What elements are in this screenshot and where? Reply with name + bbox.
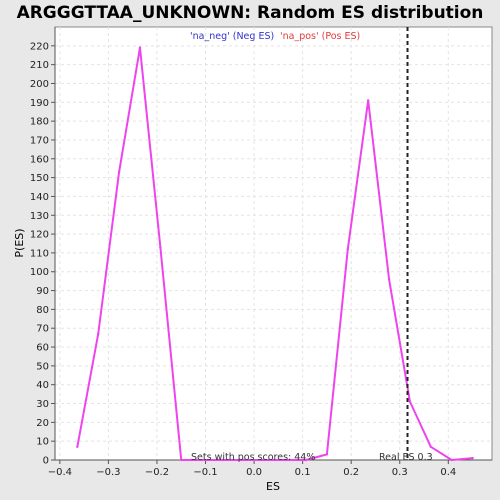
legend-pos-label: 'na_pos' (Pos ES) — [280, 31, 360, 42]
data-point — [304, 458, 308, 462]
y-tick-label: 150 — [30, 173, 49, 184]
y-tick-label: 50 — [36, 361, 49, 372]
data-point — [76, 445, 79, 449]
data-point — [325, 453, 329, 456]
y-tick-label: 90 — [36, 286, 49, 297]
y-tick-label: 110 — [30, 248, 49, 259]
series-line-1 — [76, 46, 473, 461]
y-tick-label: 0 — [43, 456, 49, 467]
data-point — [450, 458, 453, 462]
data-point — [242, 458, 246, 462]
data-point — [283, 458, 287, 462]
data-point — [471, 456, 474, 460]
y-tick-label: 100 — [30, 267, 49, 278]
data-point — [366, 99, 370, 102]
data-point — [408, 400, 412, 403]
y-tick-label: 130 — [30, 211, 49, 222]
y-tick-label: 140 — [30, 192, 49, 203]
x-tick-label: 0.0 — [246, 467, 262, 478]
y-tick-label: 80 — [36, 305, 49, 316]
data-point — [138, 46, 142, 49]
x-tick-label: 0.4 — [440, 467, 456, 478]
y-tick-label: 180 — [30, 117, 49, 128]
data-point — [221, 458, 225, 462]
data-point — [159, 246, 162, 249]
y-tick-label: 200 — [30, 79, 49, 90]
legend-neg-label: 'na_neg' (Neg ES) — [190, 31, 274, 42]
y-tick-label: 40 — [36, 380, 49, 391]
data-point — [200, 458, 204, 462]
y-tick-label: 160 — [30, 154, 49, 165]
x-tick-label: −0.1 — [193, 467, 217, 478]
x-tick-label: −0.2 — [145, 467, 169, 478]
x-tick-label: 0.3 — [392, 467, 408, 478]
pos-scores-annotation: Sets with pos scores: 44% — [191, 452, 315, 463]
y-axis-label: P(ES) — [13, 228, 26, 257]
y-tick-label: 190 — [30, 98, 49, 109]
x-tick-label: −0.4 — [48, 467, 72, 478]
plot-area — [54, 26, 493, 461]
data-point — [429, 445, 433, 449]
data-point — [263, 458, 266, 462]
data-point — [97, 332, 100, 336]
y-tick-label: 60 — [36, 343, 49, 354]
y-tick-label: 20 — [36, 418, 49, 429]
data-point — [180, 458, 183, 462]
real-es-label: Real ES 0.3 — [379, 452, 433, 463]
x-tick-label: 0.1 — [295, 467, 311, 478]
y-tick-label: 120 — [30, 230, 49, 241]
x-axis-label: ES — [266, 480, 280, 493]
y-tick-label: 70 — [36, 324, 49, 335]
x-tick-label: −0.3 — [96, 467, 120, 478]
y-tick-label: 220 — [30, 41, 49, 52]
grid-lines — [55, 27, 492, 461]
data-point — [387, 278, 391, 281]
y-tick-label: 170 — [30, 135, 49, 146]
y-tick-label: 210 — [30, 60, 49, 71]
axes: 0 10 20 30 40 50 60 70 80 90 100 110 120 130 140 150 160… — [30, 27, 492, 478]
data-point — [346, 247, 349, 251]
y-tick-label: 30 — [36, 399, 49, 410]
chart-title: ARGGGTTAA_UNKNOWN: Random ES distributio… — [17, 3, 484, 23]
data-point — [117, 170, 121, 174]
y-tick-label: 10 — [36, 437, 49, 448]
x-tick-label: 0.2 — [343, 467, 359, 478]
series-layer — [76, 46, 474, 462]
